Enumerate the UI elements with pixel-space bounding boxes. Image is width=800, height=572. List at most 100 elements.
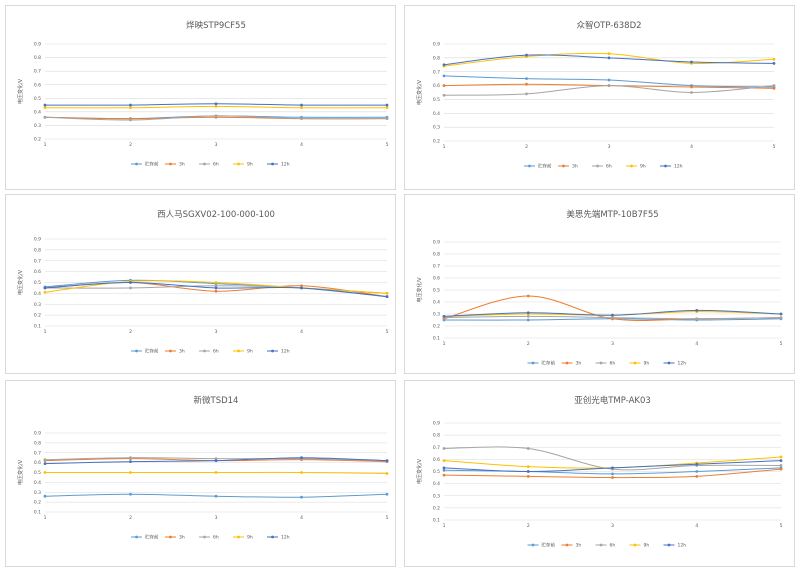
legend-marker	[562, 164, 565, 168]
y-tick-label: 0.5	[433, 97, 440, 103]
legend-marker	[667, 361, 671, 365]
data-point	[779, 464, 783, 467]
y-tick-label: 0.7	[433, 264, 440, 270]
data-point	[442, 93, 446, 97]
legend-label: 12h	[281, 349, 290, 355]
chart-title: 新微TSD14	[194, 395, 239, 406]
y-tick-label: 0.7	[433, 69, 440, 75]
data-point	[129, 103, 132, 107]
data-point	[779, 312, 783, 316]
data-point	[442, 63, 446, 67]
legend-marker	[203, 162, 206, 166]
y-tick-label: 0.3	[34, 490, 41, 496]
legend-marker	[237, 535, 240, 539]
chart-panel: 众智OTP-638D2 电压变化/V 0.2 0.3 0.4 0.5 0.6 0.7 0.8 0.…	[404, 5, 795, 190]
y-tick-label: 0.2	[433, 324, 440, 330]
data-point	[607, 84, 611, 87]
y-tick-label: 0.5	[433, 288, 440, 294]
data-point	[607, 56, 611, 60]
data-point	[300, 286, 303, 290]
data-point	[129, 471, 132, 474]
legend-marker	[135, 349, 138, 353]
legend-label: 6h	[213, 535, 219, 541]
data-point	[607, 52, 611, 56]
y-tick-label: 0.3	[34, 123, 41, 129]
data-point	[695, 470, 699, 473]
y-tick-label: 0.4	[34, 480, 41, 486]
legend-label: 12h	[678, 543, 687, 549]
legend-label: 3h	[576, 543, 582, 549]
legend-marker	[237, 162, 240, 166]
y-tick-label: 0.8	[433, 433, 440, 439]
legend-marker	[565, 543, 569, 547]
legend-marker	[169, 535, 172, 539]
y-tick-label: 0.6	[433, 276, 440, 282]
data-point	[43, 458, 47, 462]
y-tick-label: 0.4	[34, 109, 41, 115]
series-line	[443, 52, 775, 67]
chart-panel: 美思先端MTP-10B7F55 电压变化/V 0.1 0.2 0.3 0.4 0.5 0.6 0…	[404, 194, 795, 374]
data-point	[442, 468, 446, 472]
data-point	[442, 315, 446, 318]
legend-marker	[531, 361, 535, 365]
y-tick-label: 0.4	[433, 481, 440, 487]
data-point	[442, 447, 446, 450]
y-tick-label: 0.3	[34, 302, 41, 308]
data-point	[300, 456, 303, 460]
chart-panel: 亚创光电TMP-AK03 电压变化/V 0.1 0.2 0.3 0.4 0.5 0.6 0.7 0…	[404, 380, 795, 567]
data-point	[385, 459, 389, 463]
chart-svg: 西人马SGXV02-100-000-100 电压变化/V 0.1 0.2 0.3 0.4 0…	[17, 210, 389, 355]
data-point	[43, 290, 47, 294]
y-axis-label: 电压变化/V	[416, 458, 423, 484]
x-tick-label: 1	[44, 515, 47, 521]
data-point	[690, 60, 693, 64]
y-tick-label: 0.6	[433, 457, 440, 463]
legend-marker	[237, 349, 240, 353]
data-point	[385, 103, 389, 107]
data-point	[214, 289, 218, 293]
x-tick-label: 4	[690, 144, 693, 150]
x-tick-label: 5	[386, 515, 389, 521]
x-tick-label: 4	[695, 523, 698, 529]
y-tick-label: 0.2	[34, 137, 41, 143]
legend-marker	[271, 535, 274, 539]
y-axis-label: 电压变化/V	[416, 79, 423, 105]
data-point	[442, 466, 446, 470]
y-tick-label: 0.8	[34, 55, 41, 61]
data-point	[385, 472, 389, 475]
legend-label: 9h	[644, 543, 650, 549]
series-line	[443, 446, 782, 471]
x-tick-label: 2	[525, 144, 528, 150]
y-tick-label: 0.1	[34, 510, 41, 516]
data-point	[772, 57, 776, 61]
data-point	[129, 460, 132, 464]
x-tick-label: 3	[608, 144, 611, 150]
data-point	[772, 84, 776, 87]
legend-marker	[599, 361, 603, 365]
x-tick-label: 4	[695, 341, 698, 347]
x-tick-label: 2	[129, 329, 132, 335]
chart-panel: 新微TSD14 电压变化/V 0.1 0.2 0.3 0.4 0.5 0.6 0.7 0.8 0.9…	[5, 380, 396, 567]
x-tick-label: 5	[780, 523, 783, 529]
data-point	[526, 315, 530, 318]
chart-svg: 烨映STP9CF55 电压变化/V 0.2 0.3 0.4 0.5 0.6 0.7 0.8 0.9…	[17, 20, 389, 168]
legend-marker	[271, 349, 274, 353]
x-tick-label: 5	[386, 329, 389, 335]
data-point	[695, 474, 699, 478]
x-tick-label: 1	[44, 142, 47, 148]
x-tick-label: 4	[300, 329, 303, 335]
y-tick-label: 0.2	[433, 505, 440, 511]
legend-label: 贮存前	[145, 161, 159, 168]
data-point	[525, 92, 528, 96]
y-axis-label: 电压变化/V	[416, 277, 423, 303]
y-tick-label: 0.7	[34, 450, 41, 456]
data-point	[214, 471, 218, 474]
legend-label: 6h	[606, 164, 612, 170]
data-point	[214, 459, 218, 463]
y-tick-label: 0.3	[433, 493, 440, 499]
y-tick-label: 0.8	[433, 252, 440, 258]
y-tick-label: 0.9	[34, 431, 41, 437]
data-point	[300, 106, 303, 110]
data-point	[129, 281, 132, 284]
y-tick-label: 0.4	[433, 111, 440, 117]
